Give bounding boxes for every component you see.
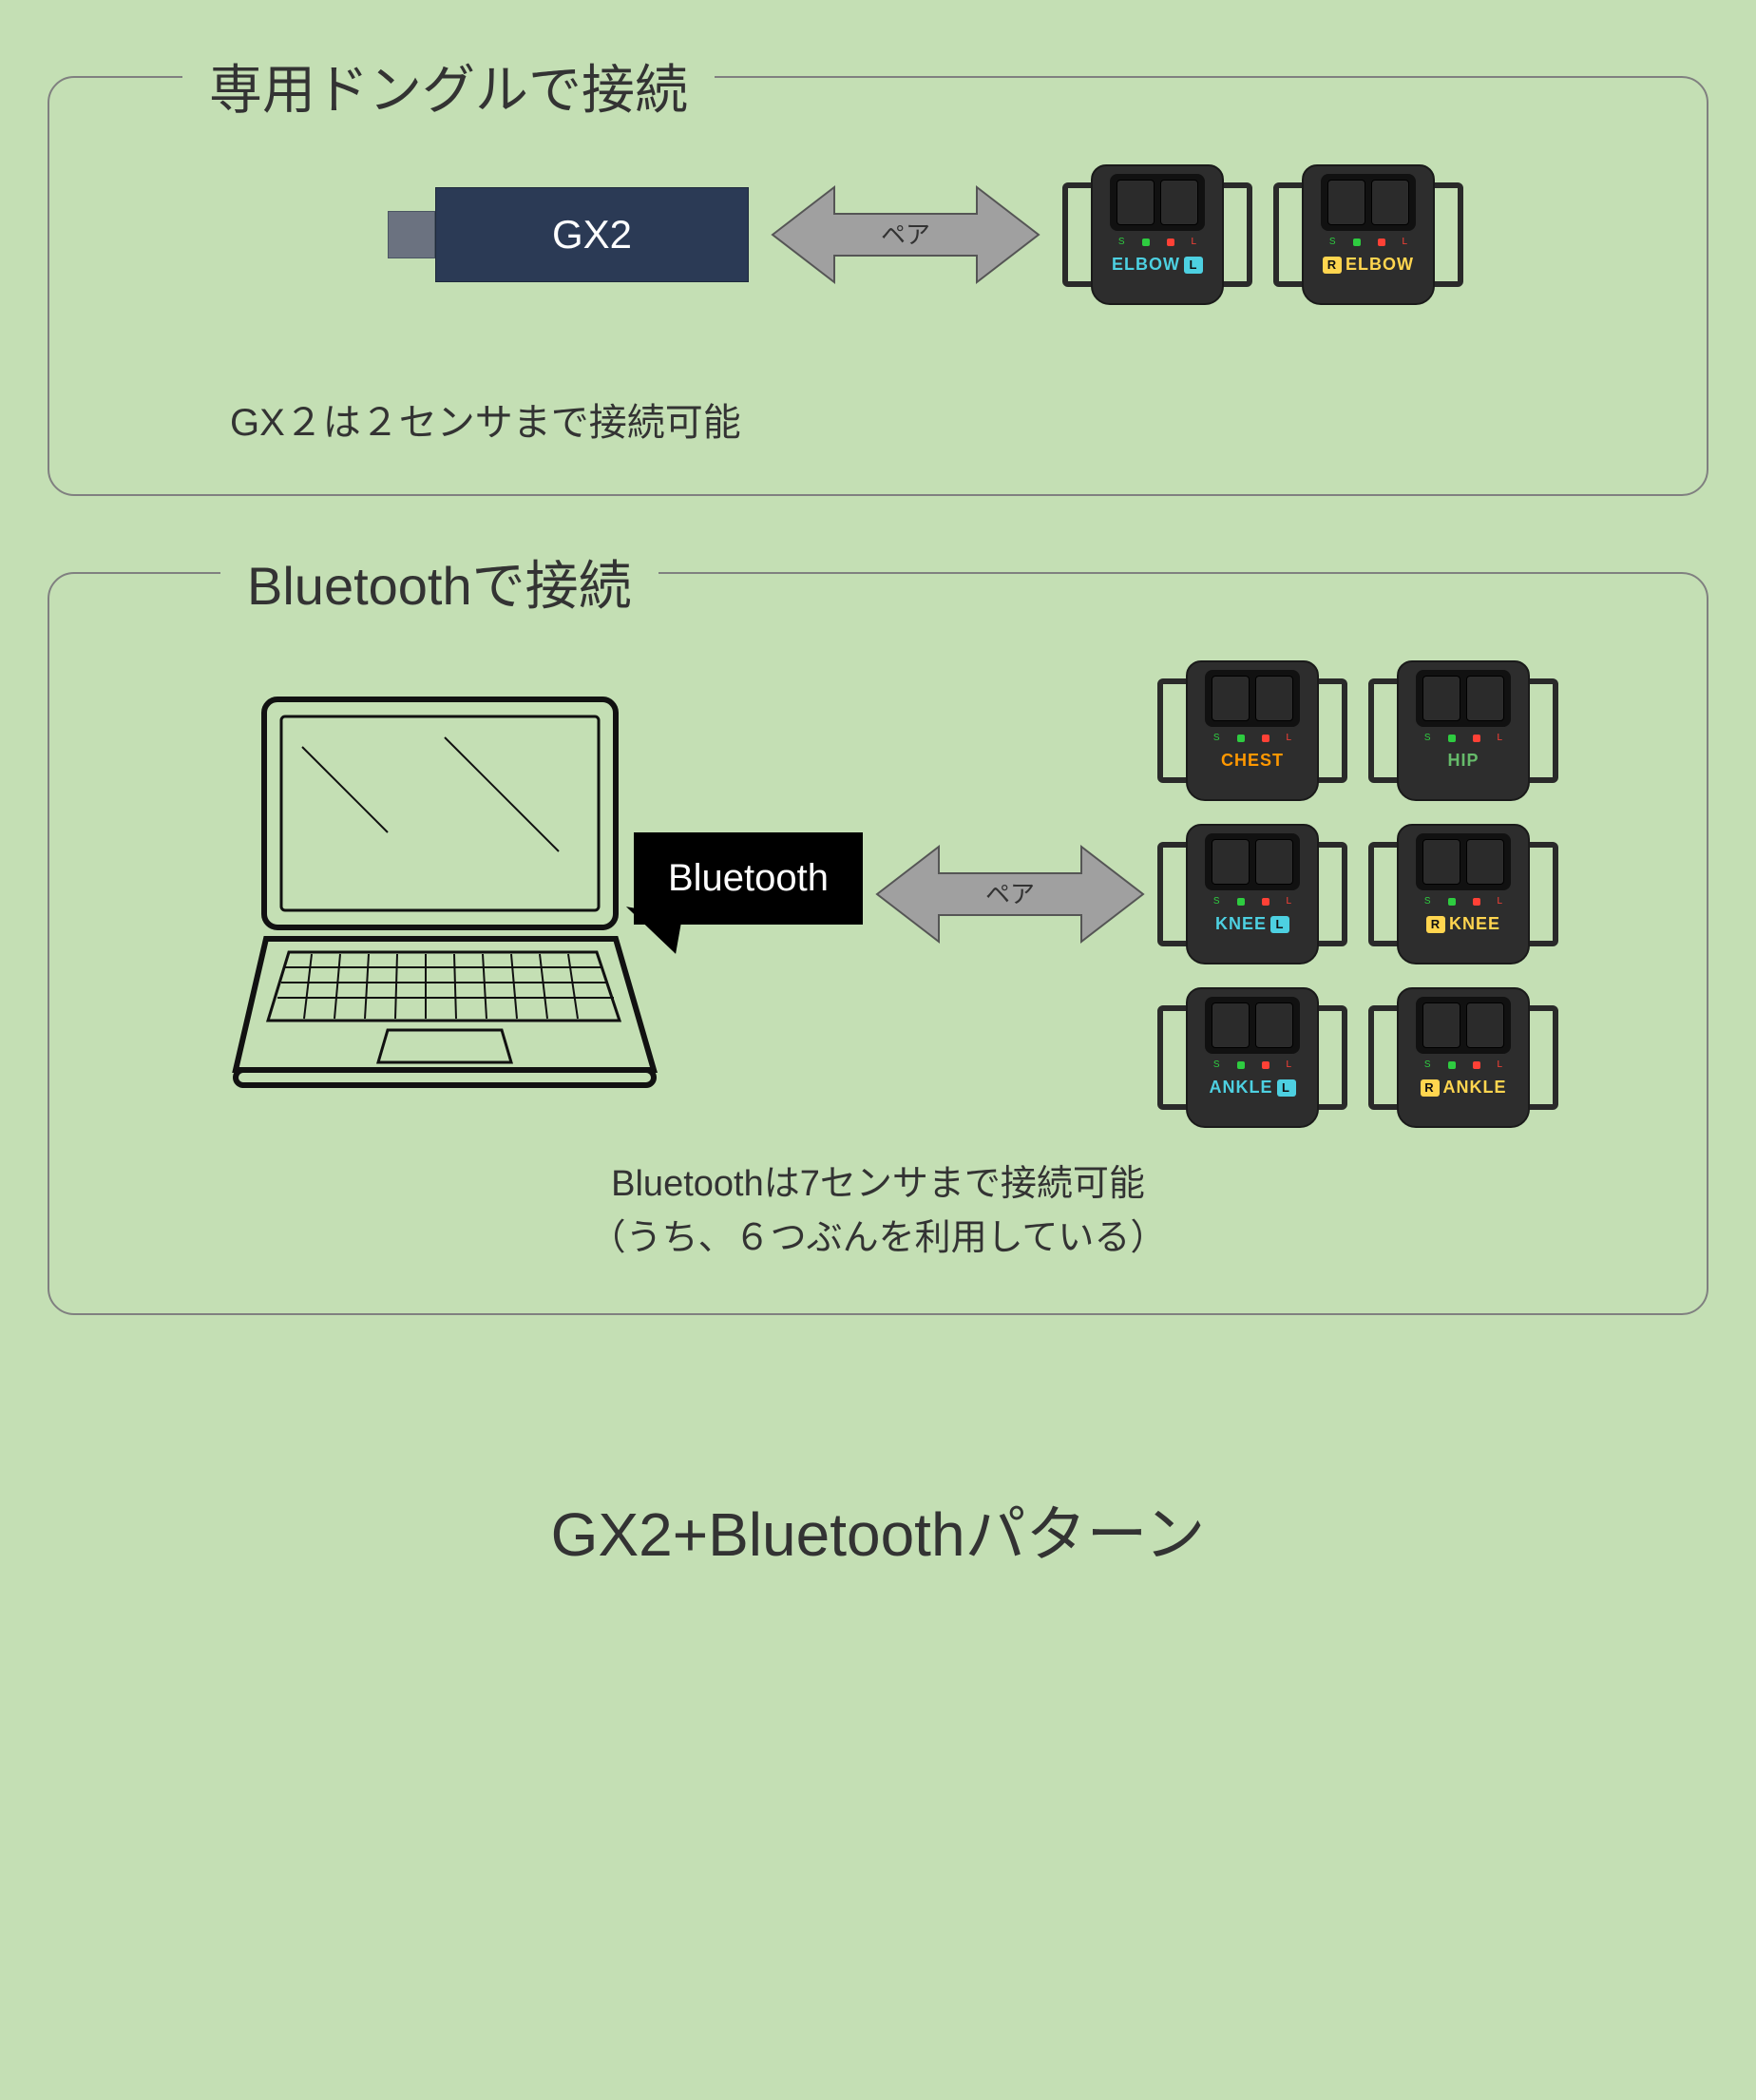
- panel2-note-line1: Bluetoothは7センサまで接続可能: [87, 1157, 1669, 1212]
- footer-title: GX2+Bluetoothパターン: [29, 1486, 1727, 1574]
- pair-arrow-icon: ペア: [768, 178, 1043, 292]
- sensor-icon: SL HIP: [1368, 659, 1558, 802]
- pair-arrow-icon: ペア: [872, 837, 1148, 951]
- sensor-label: RELBOW: [1323, 255, 1414, 275]
- panel-dongle-row: GX2 ペア SL ELBOWL SL RELBOW: [87, 163, 1669, 306]
- sensor-label: KNEEL: [1215, 914, 1289, 934]
- panel1-note: GX２は２センサまで接続可能: [230, 391, 1669, 447]
- panel1-sensor-grid: SL ELBOWL SL RELBOW: [1062, 163, 1463, 306]
- sensor-icon: SL RANKLE: [1368, 986, 1558, 1129]
- panel-bluetooth-title: Bluetoothで接続: [220, 544, 658, 620]
- sensor-icon: SL CHEST: [1157, 659, 1347, 802]
- sensor-label: HIP: [1447, 751, 1479, 771]
- dongle-icon: GX2: [388, 187, 749, 282]
- dongle-tip: [388, 211, 435, 258]
- bluetooth-bubble: Bluetooth: [634, 832, 863, 925]
- dongle-body: GX2: [435, 187, 749, 282]
- sensor-icon: SL ANKLEL: [1157, 986, 1347, 1129]
- panel-dongle: 専用ドングルで接続 GX2 ペア SL ELBOWL SL RELBOW G: [48, 76, 1708, 496]
- sensor-icon: SL RELBOW: [1273, 163, 1463, 306]
- panel-bluetooth-row: Bluetooth ペア SL CHEST SL HIP SL KNEEL: [87, 659, 1669, 1129]
- arrow-label: ペア: [985, 880, 1035, 908]
- arrow-label: ペア: [881, 220, 930, 249]
- panel2-sensor-grid: SL CHEST SL HIP SL KNEEL SL RKNEE SL A: [1157, 659, 1558, 1129]
- panel-dongle-title: 専用ドングルで接続: [182, 48, 715, 124]
- bubble-text: Bluetooth: [668, 857, 829, 899]
- panel2-note-line2: （うち、６つぶんを利用している）: [87, 1212, 1669, 1266]
- sensor-icon: SL ELBOWL: [1062, 163, 1252, 306]
- panel2-note: Bluetoothは7センサまで接続可能 （うち、６つぶんを利用している）: [87, 1157, 1669, 1266]
- sensor-icon: SL KNEEL: [1157, 823, 1347, 965]
- sensor-label: RANKLE: [1421, 1078, 1507, 1098]
- sensor-label: RKNEE: [1426, 914, 1500, 934]
- dongle-label: GX2: [552, 212, 632, 258]
- panel-bluetooth: Bluetoothで接続: [48, 572, 1708, 1315]
- sensor-label: ANKLEL: [1210, 1078, 1296, 1098]
- laptop-icon: Bluetooth: [198, 690, 692, 1098]
- sensor-label: ELBOWL: [1112, 255, 1203, 275]
- sensor-icon: SL RKNEE: [1368, 823, 1558, 965]
- sensor-label: CHEST: [1221, 751, 1284, 771]
